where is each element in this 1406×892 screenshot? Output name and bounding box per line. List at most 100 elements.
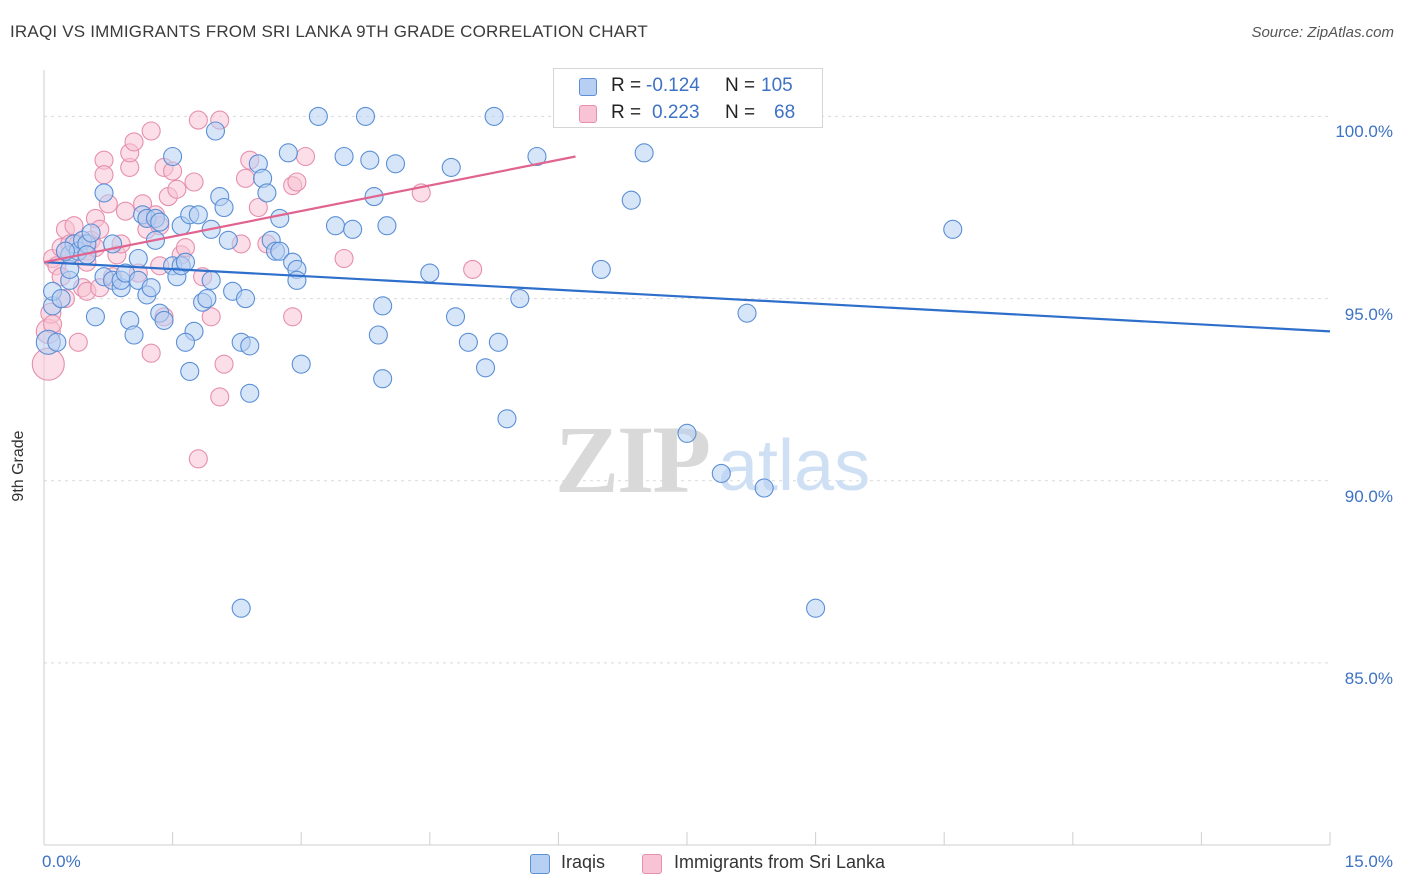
data-point-iraqis <box>278 143 298 163</box>
data-point-iraqis <box>441 157 461 177</box>
data-point-iraqis <box>218 230 238 250</box>
data-point-sri-lanka <box>283 307 303 327</box>
data-point-iraqis <box>475 358 496 378</box>
data-point-iraqis <box>85 307 105 327</box>
data-point-iraqis <box>235 289 256 309</box>
data-point-iraqis <box>591 259 611 279</box>
data-point-iraqis <box>634 143 654 163</box>
watermark-zip: ZIP <box>555 406 709 513</box>
data-point-iraqis <box>197 289 217 309</box>
data-point-iraqis <box>287 270 307 290</box>
legend-label-sri-lanka: Immigrants from Sri Lanka <box>674 852 886 872</box>
r-value: -0.124 <box>646 75 700 96</box>
data-point-iraqis <box>201 270 221 290</box>
data-point-sri-lanka <box>463 259 483 279</box>
data-point-iraqis <box>943 219 963 239</box>
n-label: N = <box>725 102 756 123</box>
r-value: 0.223 <box>652 102 700 123</box>
data-point-iraqis <box>240 336 260 356</box>
legend-label-iraqis: Iraqis <box>561 852 606 872</box>
data-point-iraqis <box>291 354 311 374</box>
r-label: R = <box>611 102 642 123</box>
data-point-iraqis <box>81 223 101 243</box>
data-point-sri-lanka <box>141 343 161 363</box>
y-tick-label: 90.0% <box>1344 486 1393 506</box>
data-point-sri-lanka <box>141 121 161 141</box>
data-point-sri-lanka <box>334 248 354 269</box>
data-point-iraqis <box>150 212 170 232</box>
data-point-iraqis <box>141 278 161 298</box>
data-point-iraqis <box>377 216 397 236</box>
y-tick-label: 95.0% <box>1344 304 1393 324</box>
data-point-sri-lanka <box>68 332 88 352</box>
stats-row-iraqis: R = -0.124 N = 105 <box>554 73 822 101</box>
data-point-iraqis <box>420 263 440 283</box>
data-point-sri-lanka <box>210 387 230 407</box>
data-point-iraqis <box>484 106 504 126</box>
data-point-iraqis <box>124 325 144 345</box>
data-point-sri-lanka <box>287 172 307 192</box>
data-point-iraqis <box>510 289 530 309</box>
data-point-iraqis <box>343 219 363 239</box>
data-point-iraqis <box>163 146 183 167</box>
data-point-iraqis <box>257 183 277 203</box>
data-point-iraqis <box>55 241 75 261</box>
y-tick-label: 100.0% <box>1335 122 1393 142</box>
n-value: 68 <box>774 102 796 123</box>
data-point-iraqis <box>373 296 393 316</box>
data-point-iraqis <box>175 332 196 352</box>
legend-swatch-blue <box>579 78 597 96</box>
data-point-iraqis <box>737 303 757 323</box>
data-point-iraqis <box>128 248 148 269</box>
data-point-iraqis <box>385 154 406 174</box>
data-point-iraqis <box>270 241 290 261</box>
n-label: N = <box>725 75 756 96</box>
data-point-sri-lanka <box>167 179 187 199</box>
data-point-iraqis <box>527 146 547 167</box>
trend-lines <box>43 155 1331 333</box>
data-point-iraqis <box>368 325 388 345</box>
data-point-iraqis <box>51 289 71 309</box>
data-point-iraqis <box>497 409 517 429</box>
data-point-iraqis <box>355 106 376 126</box>
stats-legend: R = -0.124 N = 105 R = 0.223 N = 68 <box>553 68 823 128</box>
data-point-iraqis <box>373 369 393 389</box>
source-label: Source: ZipAtlas.com <box>1251 24 1394 41</box>
data-point-iraqis <box>445 307 466 327</box>
data-point-iraqis <box>240 383 260 403</box>
n-value: 105 <box>761 75 793 96</box>
watermark: ZIP atlas <box>555 406 870 513</box>
data-point-iraqis <box>711 463 731 483</box>
trend-line-sri-lanka <box>43 155 576 264</box>
data-point-iraqis <box>621 190 641 210</box>
data-point-sri-lanka <box>188 449 208 469</box>
data-point-sri-lanka <box>235 168 256 188</box>
data-point-iraqis <box>175 252 196 272</box>
data-point-sri-lanka <box>201 307 221 327</box>
data-point-iraqis <box>308 106 328 126</box>
x-ticks <box>43 832 1331 845</box>
chart-title: IRAQI VS IMMIGRANTS FROM SRI LANKA 9TH G… <box>10 22 649 41</box>
data-point-iraqis <box>458 332 478 352</box>
data-point-iraqis <box>754 478 774 498</box>
data-point-sri-lanka <box>295 146 316 167</box>
data-point-sri-lanka <box>124 132 144 152</box>
data-point-iraqis <box>154 310 174 330</box>
data-point-iraqis <box>488 332 508 352</box>
data-point-iraqis <box>270 208 290 228</box>
data-point-sri-lanka <box>188 110 208 130</box>
data-point-iraqis <box>94 183 114 203</box>
data-point-sri-lanka <box>184 172 204 192</box>
r-label: R = <box>611 75 642 96</box>
data-point-iraqis <box>205 121 226 141</box>
gridlines <box>44 115 1330 664</box>
x-tick-label-min: 0.0% <box>42 852 81 871</box>
data-point-iraqis <box>360 150 380 170</box>
legend-swatch-iraqis <box>530 854 550 874</box>
legend-swatch-sri-lanka <box>642 854 662 874</box>
data-point-iraqis <box>47 332 67 352</box>
y-tick-label: 85.0% <box>1344 668 1393 688</box>
data-point-sri-lanka <box>115 201 135 221</box>
data-point-sri-lanka <box>94 165 114 185</box>
